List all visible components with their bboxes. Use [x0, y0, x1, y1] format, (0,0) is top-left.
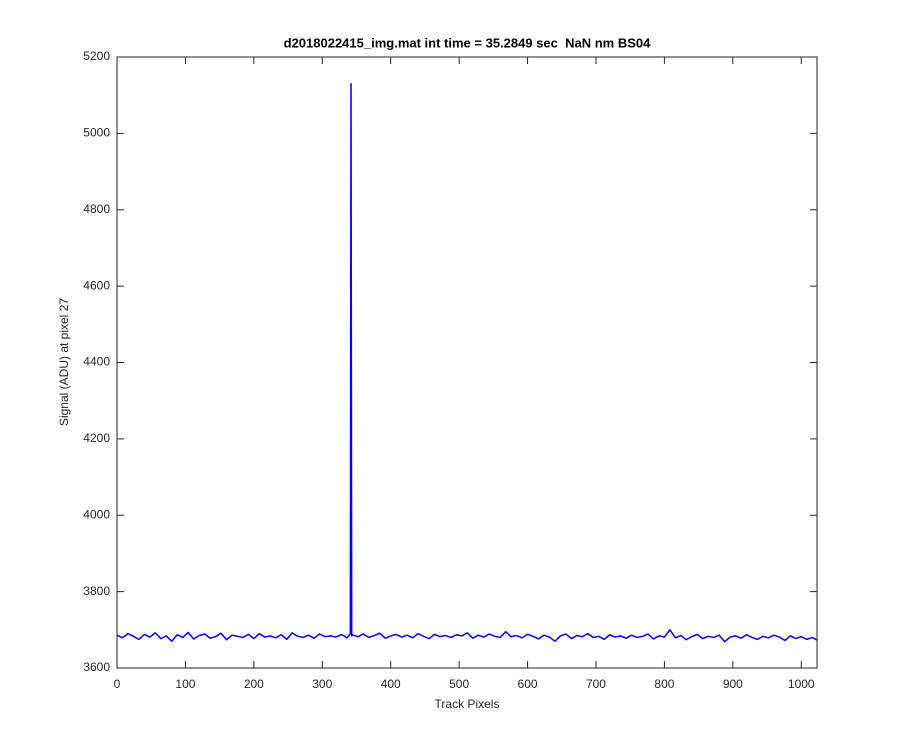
x-tick-label: 0	[114, 677, 121, 691]
x-tick-label: 1000	[788, 677, 815, 691]
y-axis-label: Signal (ADU) at pixel 27	[57, 298, 71, 426]
chart-title: d2018022415_img.mat int time = 35.2849 s…	[284, 35, 651, 50]
y-tick-label: 4400	[83, 355, 110, 369]
x-tick-label: 400	[381, 677, 401, 691]
x-tick-label: 100	[175, 677, 195, 691]
x-tick-label: 700	[586, 677, 606, 691]
y-tick-label: 3600	[83, 660, 110, 674]
y-tick-label: 4600	[83, 278, 110, 292]
x-tick-label: 600	[518, 677, 538, 691]
y-tick-label: 5200	[83, 49, 110, 63]
y-tick-label: 4200	[83, 431, 110, 445]
x-tick-label: 500	[449, 677, 469, 691]
x-axis-label: Track Pixels	[435, 697, 500, 711]
data-line	[116, 82, 818, 643]
y-tick-label: 4800	[83, 202, 110, 216]
y-tick-label: 4000	[83, 507, 110, 521]
x-tick-label: 200	[244, 677, 264, 691]
x-tick-label: 300	[312, 677, 332, 691]
y-tick-label: 5000	[83, 126, 110, 140]
x-tick-label: 900	[723, 677, 743, 691]
y-tick-label: 3800	[83, 584, 110, 598]
x-tick-label: 800	[654, 677, 674, 691]
